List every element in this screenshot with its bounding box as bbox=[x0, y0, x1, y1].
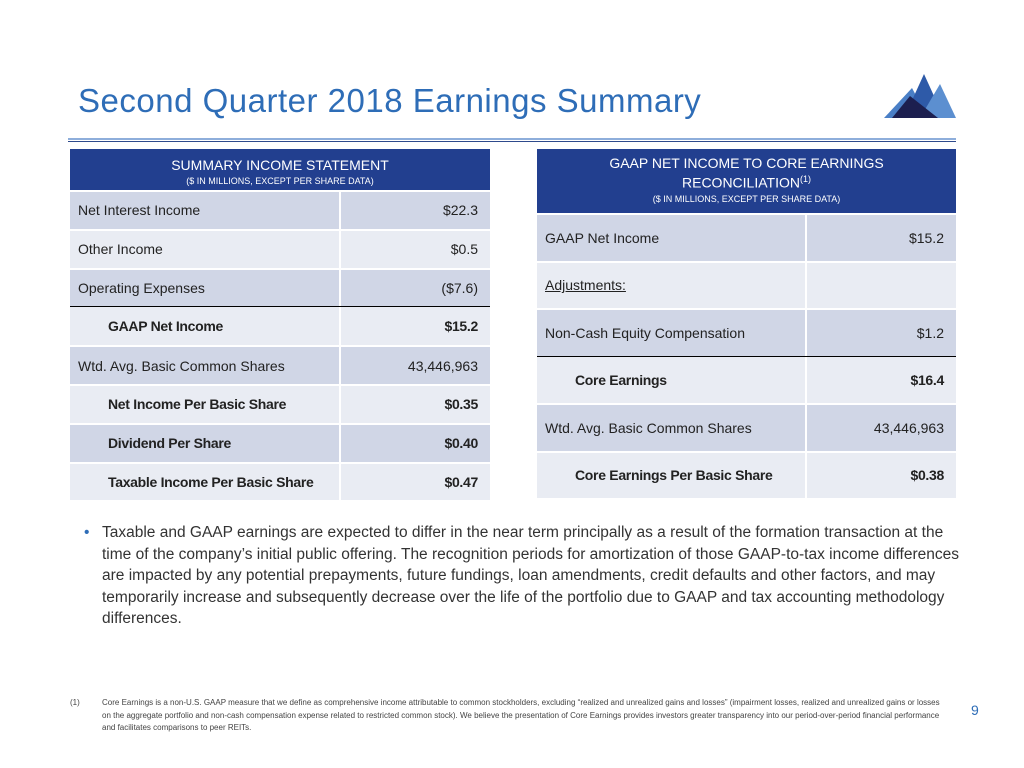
row-value: $0.47 bbox=[339, 463, 490, 501]
row-value: $0.5 bbox=[339, 230, 490, 268]
table-subtitle: ($ IN MILLIONS, EXCEPT PER SHARE DATA) bbox=[652, 193, 841, 204]
summary-income-statement-table: SUMMARY INCOME STATEMENT ($ IN MILLIONS,… bbox=[70, 149, 490, 501]
row-value: $0.35 bbox=[339, 385, 490, 423]
row-value: $0.38 bbox=[805, 452, 956, 498]
page-title: Second Quarter 2018 Earnings Summary bbox=[78, 82, 702, 119]
row-label: Wtd. Avg. Basic Common Shares bbox=[545, 419, 752, 436]
row-label: Non-Cash Equity Compensation bbox=[545, 324, 745, 341]
page-number: 9 bbox=[971, 702, 979, 718]
row-label: GAAP Net Income bbox=[108, 318, 224, 335]
table-row: Adjustments: bbox=[537, 260, 956, 308]
row-value: ($7.6) bbox=[339, 269, 490, 307]
table-row: GAAP Net Income $15.2 bbox=[537, 213, 956, 261]
table-row: Wtd. Avg. Basic Common Shares 43,446,963 bbox=[537, 403, 956, 451]
row-value: $0.40 bbox=[339, 424, 490, 462]
title-rule-dark bbox=[68, 141, 956, 142]
row-value: $1.2 bbox=[805, 310, 956, 356]
table-row: Other Income $0.5 bbox=[70, 228, 490, 268]
table-title: GAAP NET INCOME TO CORE EARNINGS bbox=[609, 155, 884, 171]
row-value: $22.3 bbox=[339, 192, 490, 229]
footnote-number: (1) bbox=[70, 698, 80, 707]
bullet-text: Taxable and GAAP earnings are expected t… bbox=[102, 524, 959, 627]
footnote-text: Core Earnings is a non-U.S. GAAP measure… bbox=[102, 698, 940, 732]
bullet-point: • Taxable and GAAP earnings are expected … bbox=[84, 522, 964, 630]
footnote: (1) Core Earnings is a non-U.S. GAAP meas… bbox=[70, 697, 940, 735]
row-label: Core Earnings bbox=[575, 371, 667, 388]
table-row: Dividend Per Share $0.40 bbox=[70, 422, 490, 462]
row-label: Net Interest Income bbox=[78, 202, 201, 219]
title-rule bbox=[68, 138, 956, 140]
row-value bbox=[805, 262, 956, 308]
row-label: GAAP Net Income bbox=[545, 229, 660, 246]
table-row: Core Earnings Per Basic Share $0.38 bbox=[537, 450, 956, 498]
row-value: 43,446,963 bbox=[805, 405, 956, 451]
row-label: Core Earnings Per Basic Share bbox=[575, 467, 773, 484]
table-title: SUMMARY INCOME STATEMENT bbox=[171, 157, 389, 173]
table-header: GAAP NET INCOME TO CORE EARNINGS RECONCI… bbox=[537, 149, 956, 213]
row-label: Other Income bbox=[78, 241, 163, 258]
table-row: GAAP Net Income $15.2 bbox=[70, 306, 490, 346]
table-header: SUMMARY INCOME STATEMENT ($ IN MILLIONS,… bbox=[70, 149, 490, 190]
row-value: $15.2 bbox=[339, 307, 490, 346]
row-label: Wtd. Avg. Basic Common Shares bbox=[78, 357, 285, 374]
table-row: Taxable Income Per Basic Share $0.47 bbox=[70, 461, 490, 501]
footnote-ref: (1) bbox=[799, 174, 811, 184]
table-row: Operating Expenses ($7.6) bbox=[70, 267, 490, 307]
row-label: Taxable Income Per Basic Share bbox=[108, 473, 314, 490]
row-label: Dividend Per Share bbox=[108, 435, 231, 452]
table-row: Core Earnings $16.4 bbox=[537, 355, 956, 403]
mountain-logo-icon bbox=[884, 74, 956, 118]
table-row: Non-Cash Equity Compensation $1.2 bbox=[537, 308, 956, 356]
bullet-icon: • bbox=[84, 524, 90, 541]
core-earnings-reconciliation-table: GAAP NET INCOME TO CORE EARNINGS RECONCI… bbox=[537, 149, 956, 498]
table-row: Wtd. Avg. Basic Common Shares 43,446,963 bbox=[70, 345, 490, 384]
row-value: 43,446,963 bbox=[339, 347, 490, 384]
table-subtitle: ($ IN MILLIONS, EXCEPT PER SHARE DATA) bbox=[186, 176, 374, 186]
table-row: Net Interest Income $22.3 bbox=[70, 190, 490, 229]
table-row: Net Income Per Basic Share $0.35 bbox=[70, 383, 490, 423]
row-value: $16.4 bbox=[805, 356, 956, 403]
row-label: Operating Expenses bbox=[78, 279, 205, 296]
table-title-line2: RECONCILIATION bbox=[682, 174, 800, 191]
row-label: Adjustments: bbox=[545, 277, 626, 294]
row-label: Net Income Per Basic Share bbox=[108, 396, 287, 413]
row-value: $15.2 bbox=[805, 215, 956, 261]
